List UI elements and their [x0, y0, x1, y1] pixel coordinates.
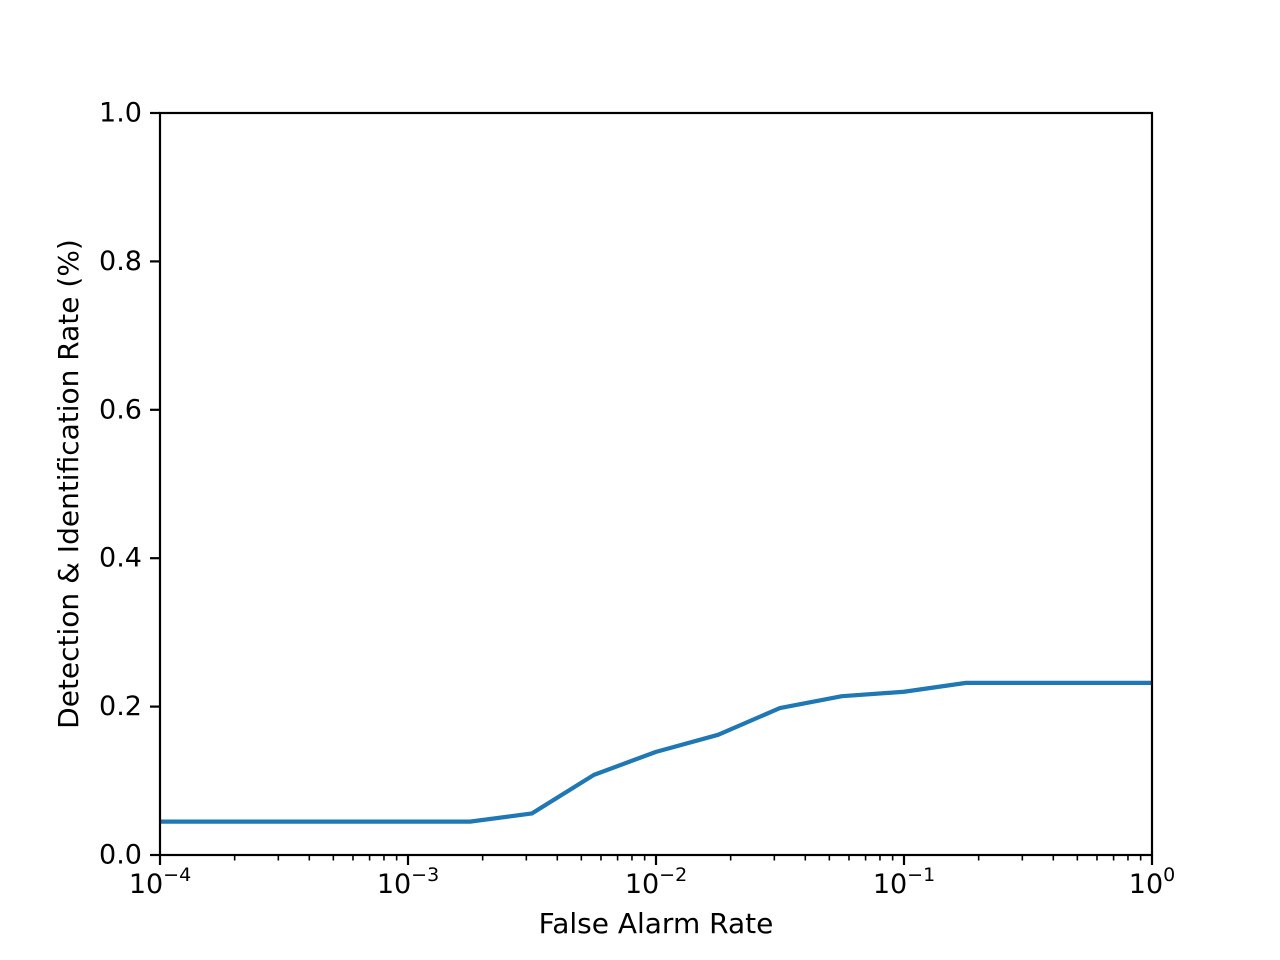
y-tick-label: 0.6 — [99, 394, 142, 425]
detection-identification-rate-curve-line — [160, 680, 1152, 824]
y-tick-label: 0.0 — [99, 840, 142, 871]
x-axis-label: False Alarm Rate — [539, 907, 774, 940]
y-axis-label: Detection & Identification Rate (%) — [52, 239, 85, 729]
y-tick-label: 1.0 — [99, 98, 142, 129]
plot-series — [160, 680, 1152, 824]
y-tick-label: 0.8 — [99, 246, 142, 277]
x-tick-label: 10−3 — [377, 864, 439, 900]
axes-frame — [158, 111, 1154, 857]
x-tick-label: 10−1 — [873, 864, 935, 900]
y-tick-label: 0.4 — [99, 543, 142, 574]
x-tick-label: 10−2 — [625, 864, 687, 900]
y-tick-label: 0.2 — [99, 691, 142, 722]
axes-spines — [158, 111, 1154, 857]
x-tick-label: 10−4 — [129, 864, 191, 900]
axes-ticks: 10−4 10−3 10−2 10−1 100 0.0 0.2 0.4 0.6 0.8 1.0 — [99, 98, 1175, 901]
x-tick-label: 100 — [1129, 864, 1175, 900]
